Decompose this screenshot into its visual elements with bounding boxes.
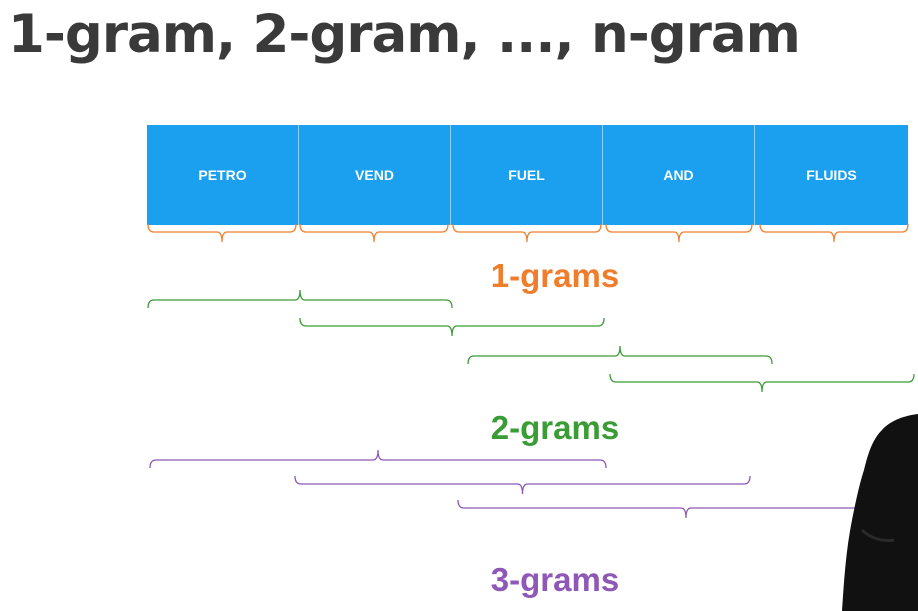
three-gram-brace (149, 449, 607, 469)
one-gram-brace (452, 223, 602, 243)
token-cell: FLUIDS (806, 167, 857, 183)
two-gram-brace (299, 317, 605, 337)
one-gram-brace (605, 223, 753, 243)
one-grams-label: 1-grams (490, 257, 620, 294)
two-gram-brace (147, 289, 453, 309)
two-grams-label: 2-grams (490, 409, 620, 446)
slide-title: 1-gram, 2-gram, ..., n-gram (8, 4, 801, 65)
token-cell: VEND (299, 125, 451, 225)
one-gram-brace (147, 223, 297, 243)
presenter-silhouette (842, 414, 918, 611)
three-grams-label: 3-grams (490, 561, 620, 598)
two-gram-brace (609, 373, 915, 393)
token-cell: AND (603, 125, 755, 225)
one-gram-brace (299, 223, 449, 243)
token-cell: FUEL (451, 125, 603, 225)
token-row: PETRO VEND FUEL AND FLUIDS (147, 125, 908, 225)
token-cell: PETRO (147, 125, 299, 225)
three-gram-brace (294, 475, 751, 495)
two-gram-brace (467, 345, 773, 365)
one-gram-brace (759, 223, 909, 243)
